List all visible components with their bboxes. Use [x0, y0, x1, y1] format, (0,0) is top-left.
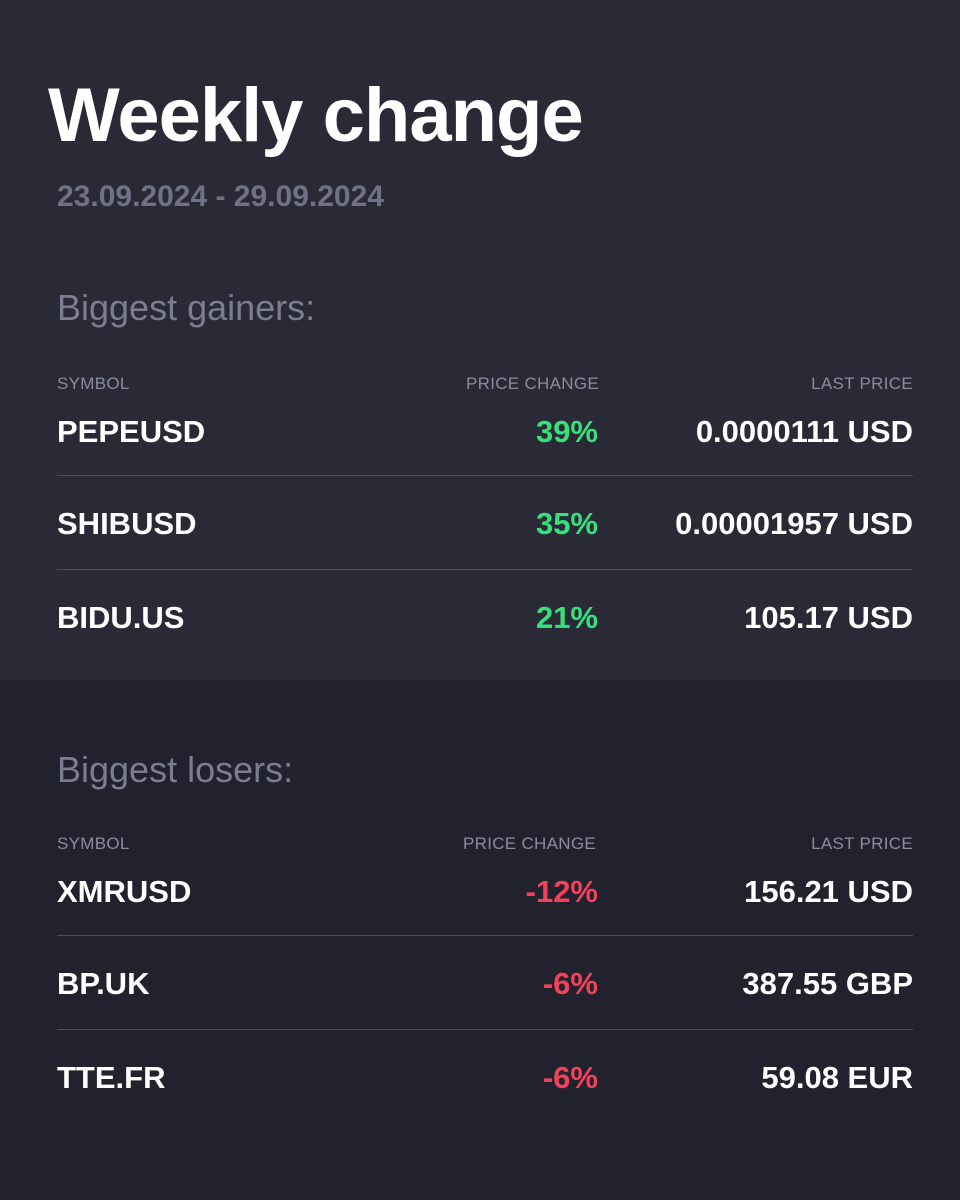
table-row: XMRUSD -12% 156.21 USD [57, 864, 913, 936]
table-row: BP.UK -6% 387.55 GBP [57, 936, 913, 1030]
date-range: 23.09.2024 - 29.09.2024 [57, 180, 384, 213]
column-header-last-price: LAST PRICE [811, 834, 913, 853]
table-row: TTE.FR -6% 59.08 EUR [57, 1030, 913, 1123]
gainers-table-header: SYMBOL PRICE CHANGE LAST PRICE [57, 374, 913, 404]
row-last-price: 0.00001957 USD [675, 506, 913, 541]
losers-panel [0, 680, 960, 1200]
gainers-title: Biggest gainers: [57, 287, 316, 328]
row-price-change: -6% [542, 966, 598, 1001]
row-last-price: 387.55 GBP [742, 966, 913, 1001]
row-symbol: BIDU.US [57, 600, 185, 635]
row-symbol: SHIBUSD [57, 506, 197, 541]
table-row: BIDU.US 21% 105.17 USD [57, 570, 913, 663]
row-symbol: PEPEUSD [57, 414, 206, 449]
column-header-symbol: SYMBOL [57, 834, 130, 853]
column-header-last-price: LAST PRICE [811, 374, 913, 393]
losers-title: Biggest losers: [57, 749, 294, 790]
row-price-change: -6% [542, 1060, 598, 1095]
losers-table: SYMBOL PRICE CHANGE LAST PRICE XMRUSD -1… [57, 834, 913, 1123]
row-symbol: TTE.FR [57, 1060, 166, 1095]
column-header-price-change: PRICE CHANGE [462, 834, 596, 853]
row-last-price: 156.21 USD [744, 874, 913, 909]
row-symbol: XMRUSD [57, 874, 192, 909]
gainers-panel [0, 0, 960, 680]
row-price-change: -12% [525, 874, 598, 909]
row-price-change: 39% [535, 414, 598, 449]
row-price-change: 35% [535, 506, 598, 541]
losers-table-header: SYMBOL PRICE CHANGE LAST PRICE [57, 834, 913, 864]
row-price-change: 21% [535, 600, 598, 635]
row-symbol: BP.UK [57, 966, 150, 1001]
column-header-price-change: PRICE CHANGE [465, 374, 599, 393]
column-header-symbol: SYMBOL [57, 374, 130, 393]
gainers-table: SYMBOL PRICE CHANGE LAST PRICE PEPEUSD 3… [57, 374, 913, 663]
table-row: SHIBUSD 35% 0.00001957 USD [57, 476, 913, 570]
row-last-price: 105.17 USD [744, 600, 913, 635]
row-last-price: 59.08 EUR [761, 1060, 913, 1095]
table-row: PEPEUSD 39% 0.0000111 USD [57, 404, 913, 476]
page-title: Weekly change [48, 73, 584, 158]
row-last-price: 0.0000111 USD [695, 414, 913, 449]
